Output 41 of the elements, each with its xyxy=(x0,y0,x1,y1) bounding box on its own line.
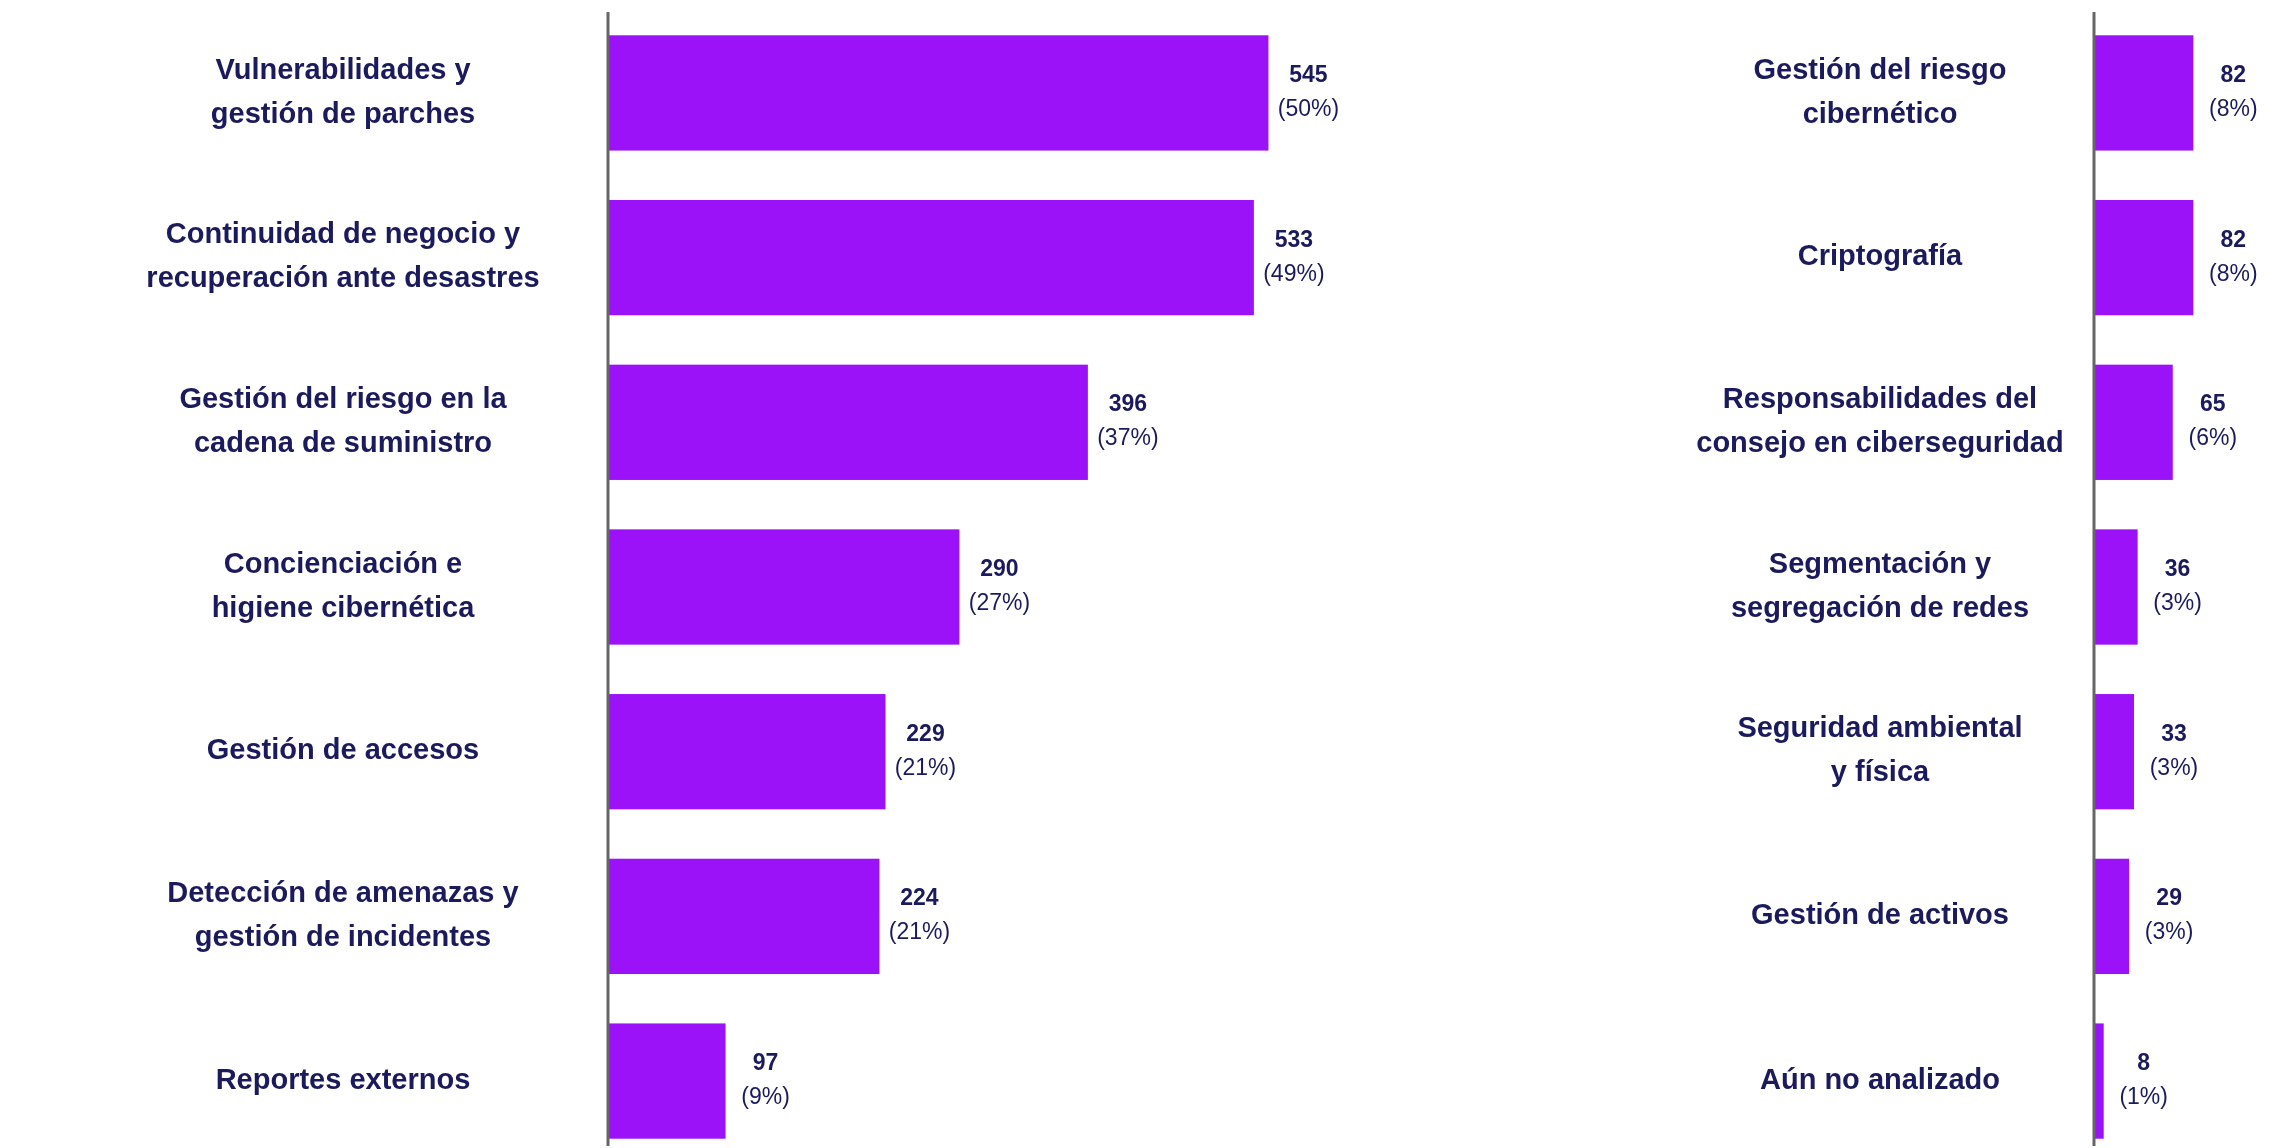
data-label: 224 (21%) xyxy=(888,884,951,945)
y-tick-label: Detección de amenazas y gestión de incidentes xyxy=(167,876,519,953)
y-tick-label: Responsabilidades del consejo en ciberseguridad xyxy=(1696,381,2064,458)
data-label: 65 (6%) xyxy=(2188,390,2238,451)
y-tick-label: Criptografía xyxy=(1797,239,1964,272)
data-label: 33 (3%) xyxy=(2149,719,2199,780)
data-label: 533 (49%) xyxy=(1263,225,1325,286)
y-tick-label: Segmentación y segregación de redes xyxy=(1730,546,2030,623)
bar xyxy=(2094,858,2130,975)
bar xyxy=(608,199,1254,316)
bar xyxy=(2094,199,2194,316)
bar xyxy=(2094,35,2194,151)
data-label: 82 (8%) xyxy=(2209,225,2258,286)
data-label: 290 (27%) xyxy=(968,555,1031,616)
y-tick-label: Reportes externos xyxy=(215,1062,471,1095)
bar xyxy=(608,35,1269,151)
data-label: 82 (8%) xyxy=(2209,61,2258,122)
bar xyxy=(608,364,1088,480)
y-tick-label: Gestión del riesgo en la cadena de suministro xyxy=(179,381,508,458)
data-label: 229 (21%) xyxy=(894,719,957,780)
bar xyxy=(2094,694,2134,810)
y-tick-label: Seguridad ambiental y física xyxy=(1737,711,2023,788)
data-label: 545 (50%) xyxy=(1277,61,1340,122)
y-tick-label: Gestión de activos xyxy=(1751,898,2009,931)
data-label: 396 (37%) xyxy=(1097,390,1159,451)
data-label: 8 (1%) xyxy=(2119,1049,2168,1110)
bar xyxy=(608,694,886,810)
data-label: 36 (3%) xyxy=(2153,555,2202,616)
bar xyxy=(608,1023,726,1139)
bar xyxy=(2094,529,2138,645)
y-tick-label: Vulnerabilidades y gestión de parches xyxy=(210,52,476,129)
y-tick-label: Aún no analizado xyxy=(1759,1062,2001,1095)
data-label: 29 (3%) xyxy=(2144,884,2194,945)
y-tick-label: Concienciación e higiene cibernética xyxy=(211,546,476,623)
bar xyxy=(608,858,880,975)
data-label: 97 (9%) xyxy=(741,1049,790,1110)
bar xyxy=(2094,364,2173,480)
y-tick-label: Gestión del riesgo cibernético xyxy=(1753,52,2007,129)
y-tick-label: Gestión de accesos xyxy=(206,733,480,766)
bar xyxy=(608,529,960,645)
y-tick-label: Continuidad de negocio y recuperación ante desastres xyxy=(146,217,540,294)
